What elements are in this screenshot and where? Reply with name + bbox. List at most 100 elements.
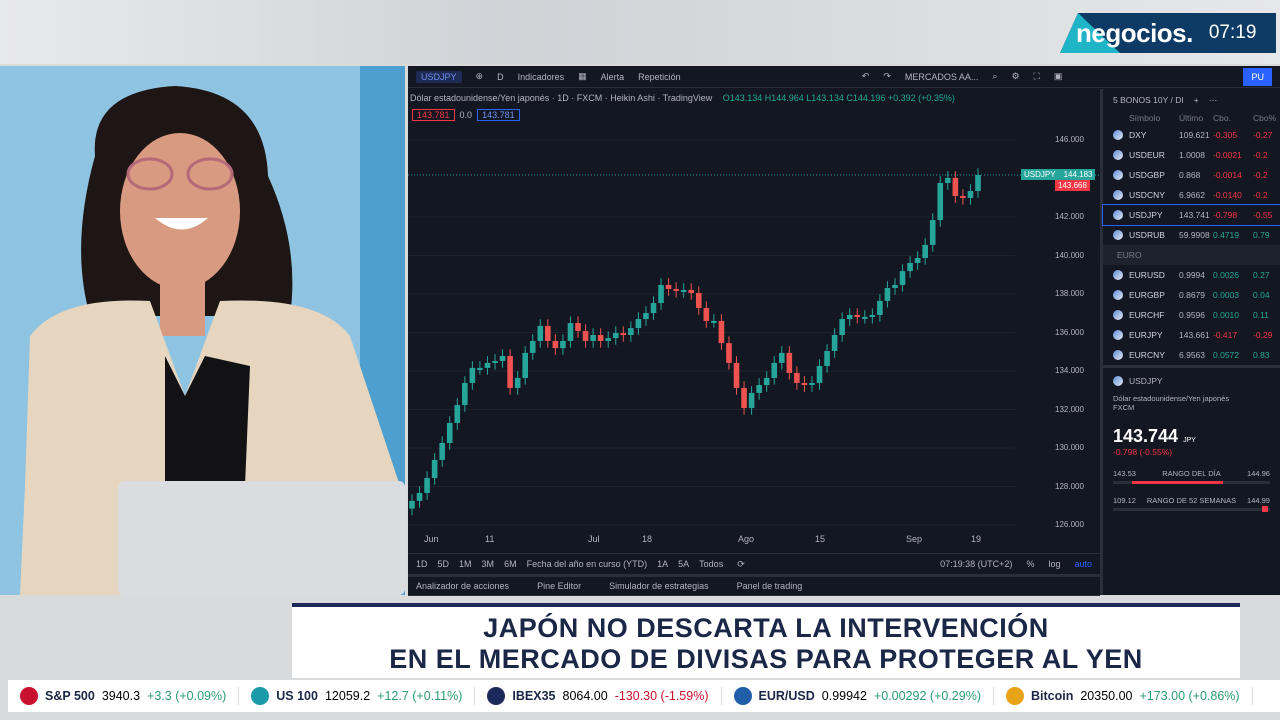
candle[interactable] xyxy=(492,360,498,363)
watchlist-column-header[interactable]: Cbo. xyxy=(1213,113,1231,123)
candle[interactable] xyxy=(952,177,959,197)
candle[interactable] xyxy=(922,244,928,259)
camera-icon[interactable]: ▣ xyxy=(1053,71,1063,81)
candle[interactable] xyxy=(628,328,634,336)
indicators-button[interactable]: Indicadores xyxy=(517,71,565,82)
candle[interactable] xyxy=(960,196,966,199)
watchlist-row[interactable]: USDJPY 143.741 -0.798 -0.55 xyxy=(1102,204,1280,226)
range-button[interactable]: 5A xyxy=(678,559,690,569)
candle[interactable] xyxy=(771,362,778,378)
candle[interactable] xyxy=(869,314,876,317)
date-range-icon[interactable]: ⟳ xyxy=(737,558,745,569)
ticker-item[interactable]: Bitcoin 20350.00 +173.00 (+0.86%) xyxy=(1005,687,1253,705)
watchlist-row[interactable]: USDEUR 1.0008 -0.0021 -0.2 xyxy=(1103,145,1280,165)
candle[interactable] xyxy=(967,191,974,198)
undo-icon[interactable]: ↶ xyxy=(861,71,870,81)
candle[interactable] xyxy=(741,387,747,408)
watchlist-row[interactable]: EURUSD 0.9994 0.0026 0.27 xyxy=(1103,265,1280,285)
candle[interactable] xyxy=(899,271,906,285)
candle[interactable] xyxy=(597,335,604,341)
watchlist-row[interactable]: USDRUB 59.9908 0.4719 0.79 xyxy=(1103,225,1280,245)
candle[interactable] xyxy=(477,367,483,370)
watchlist-column-header[interactable]: Último xyxy=(1179,113,1204,123)
redo-icon[interactable]: ↷ xyxy=(883,71,891,81)
watchlist-row[interactable]: EURCNY 6.9563 0.0572 0.83 xyxy=(1103,345,1280,365)
watchlist-row[interactable]: EURCHF 0.9596 0.0010 0.11 xyxy=(1103,305,1280,325)
candle[interactable] xyxy=(877,300,883,315)
publish-button[interactable]: PU xyxy=(1243,67,1272,86)
candle[interactable] xyxy=(680,289,687,292)
candle[interactable] xyxy=(575,323,581,331)
candle[interactable] xyxy=(809,382,815,386)
candle[interactable] xyxy=(552,340,559,349)
watchlist-row[interactable]: EURJPY 143.661 -0.417 -0.29 xyxy=(1103,325,1280,345)
candle[interactable] xyxy=(778,352,785,363)
price-chart[interactable]: Dólar estadounidense/Yen japonés · 1D · … xyxy=(408,89,1100,554)
candle[interactable] xyxy=(507,355,513,388)
candle[interactable] xyxy=(695,293,702,309)
sell-button[interactable]: 143.781 xyxy=(412,109,455,121)
candle[interactable] xyxy=(945,177,951,183)
time-axis[interactable]: Jun 11 Jul 18 Ago 15 Sep 19 xyxy=(408,534,1015,554)
watchlist-menu-icon[interactable]: ⋯ xyxy=(1208,94,1218,105)
candle[interactable] xyxy=(794,372,800,383)
ticker-item[interactable]: IBEX35 8064.00 -130.30 (-1.59%) xyxy=(487,687,722,705)
replay-button[interactable]: Repetición xyxy=(638,71,681,82)
candle[interactable] xyxy=(726,343,732,363)
candle[interactable] xyxy=(824,350,830,366)
candle[interactable] xyxy=(582,330,589,341)
candle[interactable] xyxy=(537,325,544,341)
candle[interactable] xyxy=(514,377,521,388)
candle[interactable] xyxy=(522,352,528,378)
candle[interactable] xyxy=(846,314,853,320)
layout-button[interactable]: MERCADOS AA... xyxy=(904,71,979,82)
symbol-search-button[interactable]: USDJPY xyxy=(416,70,462,83)
candle[interactable] xyxy=(612,333,619,339)
candle[interactable] xyxy=(469,367,476,383)
candle[interactable] xyxy=(839,319,845,336)
watchlist-section[interactable]: EURO xyxy=(1103,245,1280,265)
candle[interactable] xyxy=(975,175,981,192)
candle[interactable] xyxy=(446,422,453,443)
range-button[interactable]: 1M xyxy=(459,559,472,569)
candle[interactable] xyxy=(643,313,649,320)
candle[interactable] xyxy=(499,355,506,361)
candle[interactable] xyxy=(831,335,838,351)
candle[interactable] xyxy=(748,392,755,408)
log-toggle[interactable]: log xyxy=(1048,559,1061,569)
candle[interactable] xyxy=(665,284,672,289)
candle[interactable] xyxy=(816,365,823,383)
candle[interactable] xyxy=(605,338,612,341)
candle[interactable] xyxy=(786,352,793,373)
watchlist-row[interactable]: EURGBP 0.8679 0.0003 0.04 xyxy=(1103,285,1280,305)
add-symbol-icon[interactable]: + xyxy=(1193,95,1199,105)
candle[interactable] xyxy=(620,333,627,336)
watchlist-column-header[interactable]: Cbo% xyxy=(1253,113,1277,123)
candle[interactable] xyxy=(454,405,461,423)
range-button[interactable]: Todos xyxy=(699,559,724,569)
watchlist-row[interactable]: DXY 109.621 -0.305 -0.27 xyxy=(1103,125,1280,145)
range-button[interactable]: 1A xyxy=(657,559,669,569)
candle[interactable] xyxy=(718,320,725,344)
alert-button[interactable]: Alerta xyxy=(600,71,625,82)
candle[interactable] xyxy=(733,362,740,388)
candle[interactable] xyxy=(635,319,642,329)
candle[interactable] xyxy=(658,284,664,304)
range-button[interactable]: 3M xyxy=(481,559,495,569)
candle[interactable] xyxy=(929,220,936,245)
candle[interactable] xyxy=(424,478,430,494)
range-button[interactable]: 6M xyxy=(504,559,517,569)
candle[interactable] xyxy=(416,493,423,501)
bottom-tab[interactable]: Simulador de estrategias xyxy=(609,581,709,591)
range-button[interactable]: 5D xyxy=(437,559,450,569)
candle[interactable] xyxy=(567,323,574,341)
bottom-tab[interactable]: Pine Editor xyxy=(537,581,582,591)
percent-toggle[interactable]: % xyxy=(1026,559,1035,569)
candle[interactable] xyxy=(703,308,710,321)
interval-button[interactable]: D xyxy=(497,71,504,82)
templates-icon[interactable]: ▦ xyxy=(578,71,587,81)
candle[interactable] xyxy=(854,314,861,317)
candle[interactable] xyxy=(801,382,808,386)
price-axis[interactable]: 146.000 142.000 140.000 138.000 136.000 134.0… xyxy=(1015,89,1100,534)
watchlist-row[interactable]: USDGBP 0.868 -0.0014 -0.2 xyxy=(1103,165,1280,185)
